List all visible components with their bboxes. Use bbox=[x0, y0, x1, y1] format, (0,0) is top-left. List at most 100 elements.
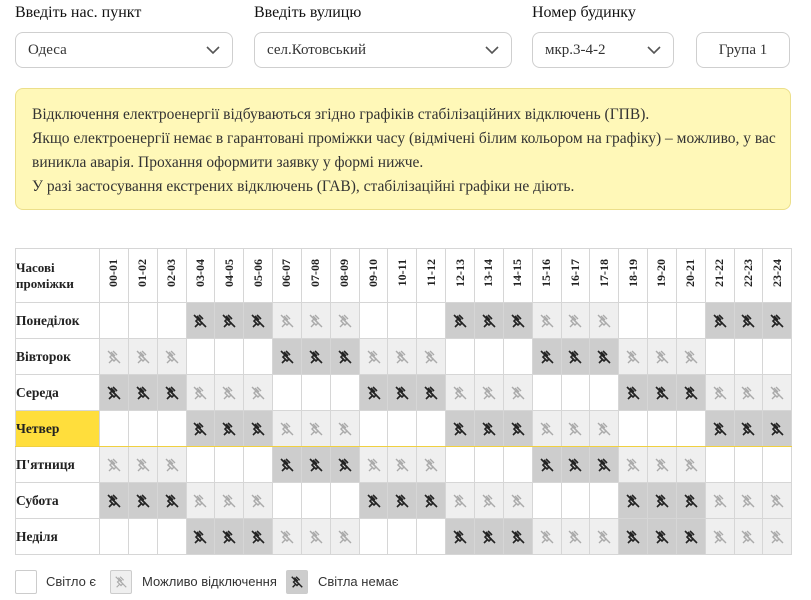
schedule-cell-light-off bbox=[675, 482, 706, 519]
schedule-cell-light-off bbox=[99, 482, 129, 519]
schedule-cell-light-on bbox=[589, 374, 620, 411]
schedule-cell-maybe-off bbox=[589, 410, 620, 447]
plug-off-icon bbox=[482, 313, 496, 328]
schedule-cell-light-on bbox=[762, 338, 793, 375]
schedule-cell-light-off bbox=[416, 374, 447, 411]
schedule-cell-light-on bbox=[473, 338, 504, 375]
plug-off-icon bbox=[193, 494, 207, 507]
plug-off-icon bbox=[770, 494, 784, 507]
schedule-cell-maybe-off bbox=[704, 518, 735, 555]
schedule-cell-light-off bbox=[675, 374, 706, 411]
hour-header: 16-17 bbox=[560, 248, 591, 303]
city-select[interactable]: Одеса bbox=[15, 32, 233, 68]
chevron-down-icon bbox=[485, 46, 499, 55]
plug-off-icon bbox=[741, 421, 756, 436]
day-label: Субота bbox=[15, 482, 100, 519]
schedule-cell-light-off bbox=[618, 374, 649, 411]
schedule-cell-light-off bbox=[647, 482, 677, 519]
schedule-table: Часові проміжки 00-01 01-02 02-03 03-04 04-0… bbox=[15, 248, 793, 555]
hour-header: 22-23 bbox=[733, 248, 764, 303]
schedule-cell-light-off bbox=[243, 518, 274, 555]
day-label: Понеділок bbox=[15, 302, 100, 339]
schedule-cell-maybe-off bbox=[329, 302, 360, 339]
plug-off-icon bbox=[280, 349, 294, 364]
legend-maybe-off-label: Можливо відключення bbox=[142, 574, 277, 589]
day-label: Вівторок bbox=[15, 338, 100, 375]
schedule-cell-maybe-off bbox=[99, 446, 129, 483]
schedule-cell-light-on bbox=[127, 518, 158, 555]
schedule-cell-light-on bbox=[329, 482, 360, 519]
plug-off-icon bbox=[251, 421, 265, 436]
schedule-cell-light-on bbox=[733, 338, 764, 375]
plug-off-icon bbox=[655, 350, 669, 363]
plug-off-icon bbox=[193, 386, 207, 399]
hour-label: 07-08 bbox=[308, 259, 323, 287]
plug-off-icon bbox=[597, 530, 611, 543]
schedule-cell-maybe-off bbox=[733, 374, 764, 411]
plug-off-icon bbox=[107, 350, 121, 363]
plug-off-icon bbox=[193, 313, 208, 328]
schedule-cell-light-off bbox=[618, 482, 649, 519]
notice-line: виникла аварія. Прохання оформити заявку… bbox=[32, 154, 424, 171]
plug-off-icon bbox=[115, 576, 127, 588]
schedule-cell-light-on bbox=[704, 338, 735, 375]
street-select[interactable]: сел.Котовський bbox=[254, 32, 512, 68]
plug-off-icon bbox=[338, 349, 352, 364]
legend-light-on-label: Світло є bbox=[46, 574, 97, 589]
schedule-row: Середа bbox=[15, 374, 793, 411]
plug-off-icon bbox=[367, 350, 381, 363]
schedule-cell-light-on bbox=[185, 446, 216, 483]
schedule-cell-light-off bbox=[531, 446, 562, 483]
day-label: Четвер bbox=[15, 410, 100, 447]
hour-header: 03-04 bbox=[185, 248, 216, 303]
schedule-cell-maybe-off bbox=[762, 518, 793, 555]
hour-label: 17-18 bbox=[596, 259, 611, 287]
plug-off-icon bbox=[626, 385, 640, 400]
schedule-cell-light-off bbox=[762, 302, 793, 339]
hour-header: 23-24 bbox=[762, 248, 793, 303]
schedule-header: Часові проміжки bbox=[15, 248, 100, 303]
plug-off-icon bbox=[741, 530, 755, 543]
schedule-cell-light-on bbox=[300, 482, 331, 519]
day-label: Неділя bbox=[15, 518, 100, 555]
schedule-cell-light-off bbox=[272, 338, 302, 375]
schedule-row: Субота bbox=[15, 482, 793, 519]
hour-header: 09-10 bbox=[358, 248, 389, 303]
schedule-cell-light-off bbox=[329, 446, 360, 483]
hour-label: 11-12 bbox=[423, 259, 438, 287]
hour-header: 11-12 bbox=[416, 248, 447, 303]
schedule-cell-light-on bbox=[589, 482, 620, 519]
schedule-cell-maybe-off bbox=[733, 518, 764, 555]
plug-off-icon bbox=[338, 314, 352, 327]
plug-off-icon bbox=[251, 386, 265, 399]
plug-off-icon bbox=[684, 529, 698, 544]
plug-off-icon bbox=[684, 350, 698, 363]
schedule-row: Понеділок bbox=[15, 302, 793, 339]
plug-off-icon bbox=[309, 422, 323, 435]
hour-label: 19-20 bbox=[654, 259, 669, 287]
schedule-cell-light-off bbox=[300, 446, 331, 483]
schedule-cell-maybe-off bbox=[473, 374, 504, 411]
plug-off-icon bbox=[309, 349, 323, 364]
plug-off-icon bbox=[511, 313, 525, 328]
schedule-cell-maybe-off bbox=[387, 446, 418, 483]
plug-off-icon bbox=[540, 530, 554, 543]
schedule-cell-light-on bbox=[618, 302, 649, 339]
plug-off-icon bbox=[540, 349, 554, 364]
plug-off-icon bbox=[568, 457, 582, 472]
schedule-cell-light-off bbox=[127, 482, 158, 519]
plug-off-icon bbox=[309, 457, 323, 472]
hour-label: 06-07 bbox=[279, 259, 294, 287]
schedule-cell-light-on bbox=[358, 302, 389, 339]
legend-maybe-off-swatch bbox=[110, 570, 132, 594]
group-button[interactable]: Група 1 bbox=[696, 32, 790, 68]
hour-header: 10-11 bbox=[387, 248, 418, 303]
schedule-cell-light-off bbox=[445, 518, 475, 555]
plug-off-icon bbox=[280, 422, 294, 435]
schedule-cell-maybe-off bbox=[214, 374, 245, 411]
house-select[interactable]: мкр.3-4-2 bbox=[532, 32, 674, 68]
plug-off-icon bbox=[193, 529, 208, 544]
hour-label: 13-14 bbox=[481, 259, 496, 287]
schedule-cell-maybe-off bbox=[358, 338, 389, 375]
city-select-value: Одеса bbox=[28, 42, 67, 58]
